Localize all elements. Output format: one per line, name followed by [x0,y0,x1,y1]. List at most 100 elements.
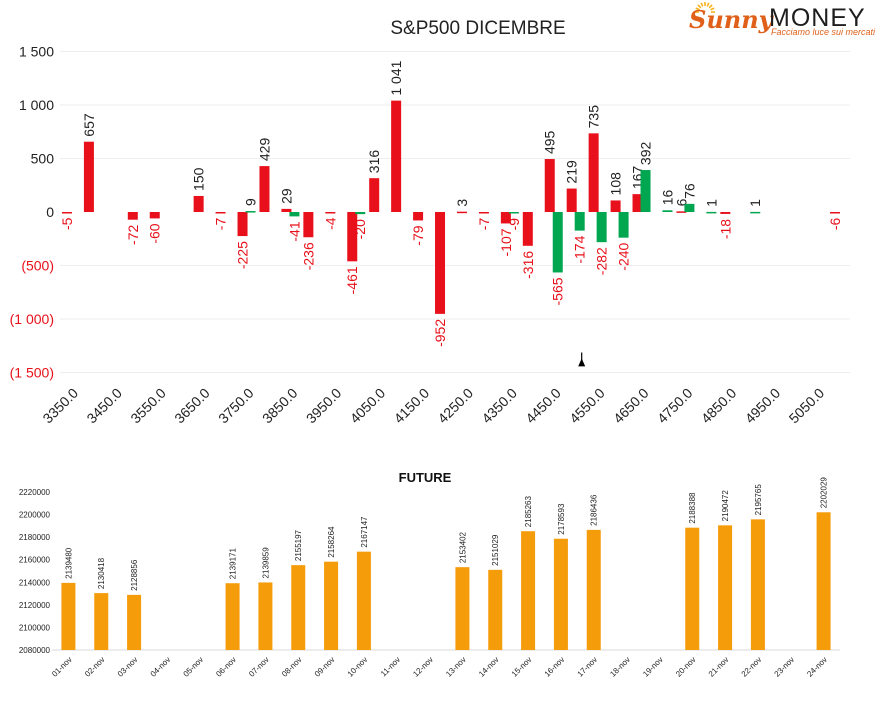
data-label: 219 [564,160,580,184]
y-tick-label: 2080000 [19,646,51,655]
data-label: -41 [286,221,302,241]
bar [521,531,536,650]
x-tick-label: 3550.0 [127,385,169,427]
y-tick-label: 1 500 [19,44,54,60]
y-tick-label: 2100000 [19,623,51,632]
y-tick-label: 1 000 [19,97,54,113]
data-label: -9 [506,218,522,231]
data-label: -565 [550,277,566,305]
bar-red [478,212,489,214]
y-tick-label: (1 000) [10,311,54,327]
bar [455,567,470,650]
x-tick-label: 13-nov [444,655,468,679]
data-label: -240 [616,242,632,270]
bar-green [289,212,300,217]
x-tick-label: 07-nov [247,655,271,679]
data-label: -6 [827,217,843,230]
data-label: 2186436 [590,494,599,526]
data-label: -236 [300,242,316,270]
bar-red [325,212,336,214]
bar-red [435,212,446,314]
data-label: 429 [256,138,272,162]
data-label: 2202029 [820,477,829,509]
x-tick-label: 18-nov [608,655,632,679]
sun-ray [710,7,715,11]
logo-tagline: Facciamo luce sui mercati [771,27,876,37]
data-label: -79 [410,225,426,245]
bar [324,561,339,650]
x-tick-label: 12-nov [411,655,435,679]
bar-green [596,212,607,243]
y-tick-label: 500 [31,151,55,167]
data-label: 2190472 [721,490,730,522]
bar-green [684,203,695,212]
data-label: 16 [659,190,675,206]
data-label: 2188388 [688,492,697,524]
data-label: -316 [520,251,536,279]
bar [586,529,601,650]
x-tick-label: 3350.0 [39,385,81,427]
x-tick-label: 16-nov [543,655,567,679]
logo-sun-icon [695,2,715,13]
bar-red [127,212,138,220]
bar-red [83,141,94,212]
bar [718,525,733,650]
data-label: 2167147 [360,516,369,548]
bar-red [522,212,533,246]
logo-brand-sunny: Sunny [689,5,773,34]
y-tick-label: 2200000 [19,511,51,520]
y-tick-label: 2220000 [19,488,51,497]
bar-green [662,210,673,212]
bar-red [500,212,511,224]
x-tick-label: 4350.0 [478,385,520,427]
data-label: 1 [747,199,763,207]
x-tick-label: 4850.0 [698,385,740,427]
data-label: 316 [366,150,382,174]
x-tick-label: 4050.0 [347,385,389,427]
bar-red [281,208,292,212]
logo: Sunny MONEY Facciamo luce sui mercati [683,2,888,40]
data-label: -5 [59,217,75,230]
x-tick-label: 10-nov [346,655,370,679]
sp500-chart: S&P500 DICEMBRE 1 500 1 000 500 0 (500) (1 000… [10,18,850,427]
bar-green [355,212,366,215]
bar-red [347,212,358,262]
bar [750,519,765,650]
bar [61,582,76,650]
bar-red [413,212,424,221]
sun-ray [708,4,713,9]
x-tick-label: 21-nov [707,655,731,679]
data-label: -60 [147,223,163,243]
sun-ray [700,2,704,7]
x-tick-label: 06-nov [214,655,238,679]
data-label: 2195765 [754,484,763,516]
sun-ray [695,7,700,11]
data-label: 2139171 [229,548,238,580]
x-tick-label: 04-nov [149,655,173,679]
x-tick-label: 5050.0 [786,385,828,427]
y-tick-label: (500) [21,258,54,274]
data-label: -7 [476,218,492,231]
bar-green [508,212,519,214]
bar-red [215,212,226,214]
x-tick-label: 11-nov [379,655,402,678]
data-label: 2130418 [97,557,106,589]
x-tick-label: 4150.0 [391,385,433,427]
x-tick-label: 3950.0 [303,385,345,427]
data-label: 2139859 [261,547,270,579]
bar-red [720,212,731,214]
data-label: -4 [322,217,338,230]
data-label: -18 [717,219,733,239]
bar-red [566,188,577,212]
bar-red [237,212,248,237]
bar [225,583,240,650]
bar-green [574,212,585,231]
x-tick-label: 02-nov [83,655,107,679]
y-tick-label: 2180000 [19,533,51,542]
bar-red [588,133,599,212]
data-label: 2155197 [294,529,303,561]
x-tick-label: 01-nov [50,655,74,679]
data-label: -461 [344,266,360,294]
chart-title: FUTURE [399,470,452,485]
x-tick-label: 3450.0 [83,385,125,427]
